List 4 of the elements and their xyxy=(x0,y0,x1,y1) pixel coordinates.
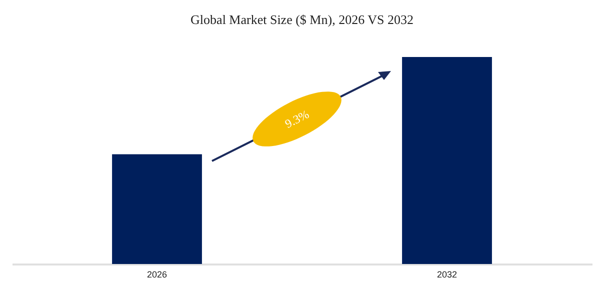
chart-title: Global Market Size ($ Mn), 2026 VS 2032 xyxy=(190,12,414,27)
x-tick-label: 2026 xyxy=(146,270,168,280)
annotation: 9.3% xyxy=(282,107,312,131)
x-tick-label: 2032 xyxy=(436,270,458,280)
